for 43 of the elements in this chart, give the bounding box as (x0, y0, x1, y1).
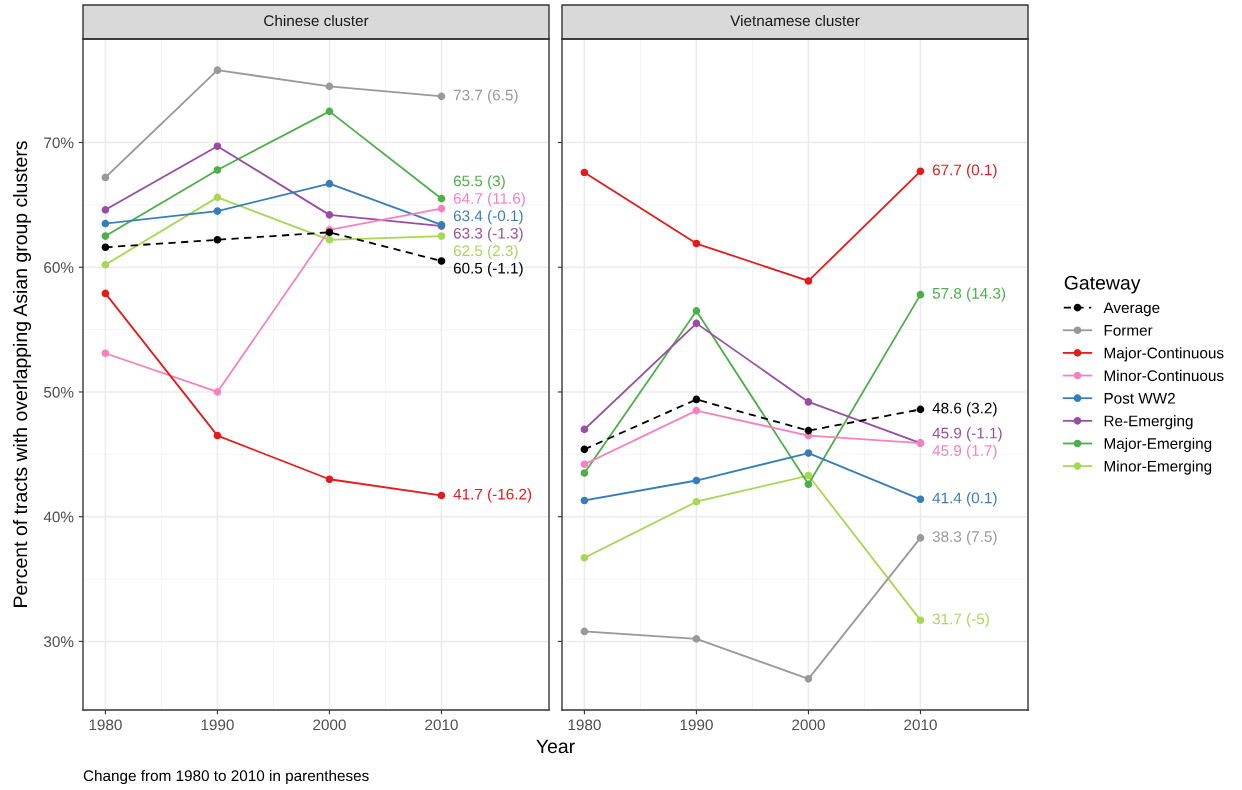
y-tick-label: 60% (44, 262, 74, 273)
data-label: 31.7 (-5) (932, 613, 989, 628)
text: Change from 1980 to 2010 in parentheses (83, 769, 369, 785)
chart-title: Chinese cluster (264, 14, 369, 27)
chart-title: Vietnamese cluster (730, 14, 860, 27)
legend-label: Minor-Continuous (1104, 369, 1224, 382)
y-tick-label: 40% (43, 511, 74, 523)
data-label: 64.7 (11.6) (453, 192, 525, 207)
data-label: 63.3 (-1.3) (453, 227, 523, 242)
legend-label: Major-Continuous (1104, 347, 1224, 362)
legend-label: Minor-Emerging (1104, 460, 1212, 475)
x-tick-label: 1980 (89, 719, 122, 731)
data-label: 63.4 (-0.1) (453, 210, 523, 225)
y-tick-label: 70% (44, 137, 74, 149)
legend-label: Former (1104, 325, 1153, 336)
y-tick-label: 50% (44, 386, 74, 398)
y-tick-label: 30% (43, 636, 74, 648)
data-label: 57.8 (14.3) (932, 287, 1006, 302)
data-label: 45.9 (1.7) (932, 444, 997, 459)
legend-label: Major-Emerging (1104, 437, 1212, 452)
y-axis-title: Percent of tracts with overlapping Asian group clusters (12, 141, 32, 607)
x-tick-label: 1980 (568, 719, 601, 731)
legend-label: Average (1103, 302, 1160, 317)
x-axis-title: Year (536, 739, 575, 754)
legend-label: Re-Emerging (1104, 415, 1193, 430)
data-label: 41.7 (-16.2) (453, 488, 532, 503)
x-tick-label: 1990 (680, 719, 713, 731)
data-label: 60.5 (-1.1) (453, 262, 523, 277)
data-label: 45.9 (-1.1) (932, 427, 1002, 442)
legend-title: Gateway (1064, 275, 1141, 294)
legend-label: Post WW2 (1104, 392, 1175, 404)
x-tick-label: 2010 (904, 719, 937, 731)
data-label: 73.7 (6.5) (453, 89, 518, 104)
x-tick-label: 2000 (792, 719, 825, 731)
data-label: 67.7 (0.1) (932, 164, 997, 179)
x-tick-label: 2000 (313, 719, 346, 731)
data-label: 48.6 (3.2) (932, 402, 997, 417)
data-label: 41.4 (0.1) (932, 492, 997, 507)
x-tick-label: 2010 (425, 719, 458, 731)
data-label: 65.5 (3) (453, 175, 505, 190)
data-label: 62.5 (2.3) (453, 244, 518, 260)
data-label: 38.3 (7.5) (932, 530, 997, 545)
x-tick-label: 1990 (201, 719, 234, 731)
